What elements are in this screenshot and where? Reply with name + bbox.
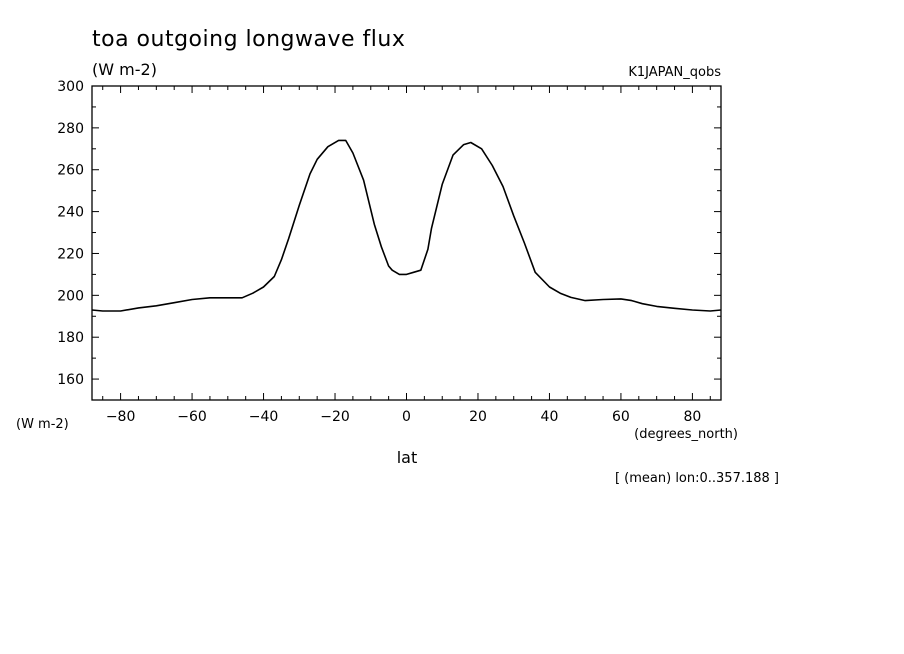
x-axis-ticks: −80 −60 −40 −20 0 20 40 60 80 — [102, 86, 711, 425]
y-axis-ticks: 160 180 200 220 240 260 280 300 — [57, 79, 721, 401]
y-tick-label: 260 — [57, 163, 84, 179]
chart-subtitle: (W m-2) — [92, 60, 157, 79]
y-tick-label: 160 — [57, 372, 84, 388]
dataset-label: K1JAPAN_qobs — [628, 65, 721, 80]
x-tick-label: 80 — [683, 409, 701, 425]
x-tick-label: −40 — [249, 409, 279, 425]
plot-axes — [91, 85, 722, 401]
footnote: [ (mean) lon:0..357.188 ] — [615, 471, 779, 486]
x-tick-label: 40 — [541, 409, 559, 425]
y-tick-label: 200 — [57, 288, 84, 304]
x-tick-label: 0 — [402, 409, 411, 425]
y-tick-label: 300 — [57, 79, 84, 95]
x-tick-label: −20 — [320, 409, 350, 425]
y-tick-label: 180 — [57, 330, 84, 346]
y-tick-label: 280 — [57, 121, 84, 137]
chart-title: toa outgoing longwave flux — [92, 27, 405, 52]
x-tick-label: −60 — [177, 409, 207, 425]
y-tick-label: 220 — [57, 246, 84, 262]
y-tick-label: 240 — [57, 205, 84, 221]
y-axis-label: (W m-2) — [16, 417, 69, 432]
x-tick-label: −80 — [106, 409, 136, 425]
x-axis-units: (degrees_north) — [634, 427, 738, 442]
x-tick-label: 20 — [469, 409, 487, 425]
x-tick-label: 60 — [612, 409, 630, 425]
series-group — [91, 139, 722, 312]
plot-frame — [91, 85, 722, 401]
series-line — [91, 139, 722, 312]
x-axis-label: lat — [397, 448, 418, 467]
